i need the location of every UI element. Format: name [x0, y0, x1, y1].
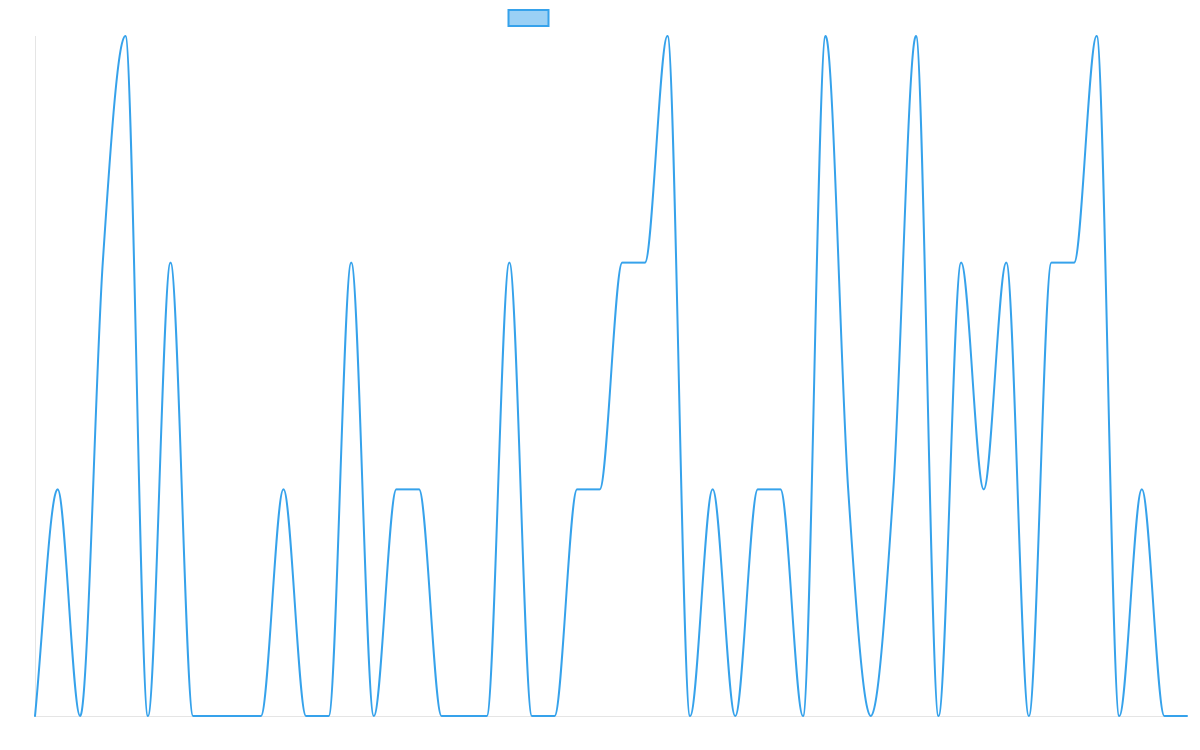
legend[interactable]: [507, 9, 550, 27]
legend-swatch-0[interactable]: [507, 9, 550, 27]
series-line-0: [34, 35, 1188, 717]
series-layer: [34, 35, 1188, 717]
